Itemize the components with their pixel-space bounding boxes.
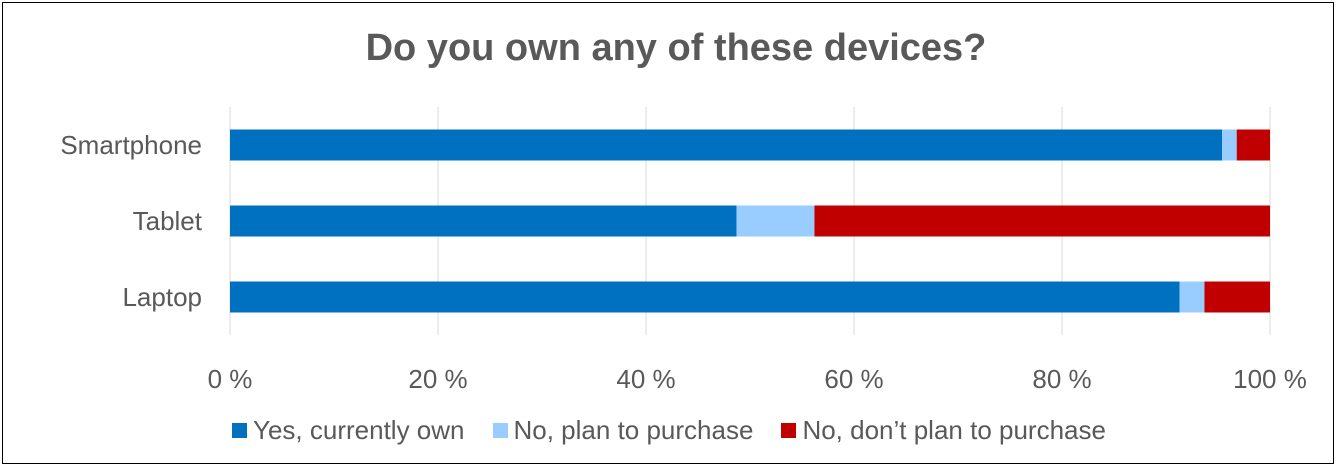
category-label: Laptop	[122, 282, 202, 312]
category-label: Smartphone	[60, 130, 202, 160]
legend-item: No, plan to purchase	[492, 414, 754, 446]
x-tick-label: 100 %	[1233, 364, 1307, 394]
bar-segment	[814, 205, 1270, 237]
bar-segment	[230, 129, 1223, 161]
bar-segment	[736, 205, 815, 237]
x-tick-label: 80 %	[1032, 364, 1091, 394]
bar-segment	[230, 281, 1180, 313]
legend-item: Yes, currently own	[232, 414, 465, 446]
x-tick-label: 60 %	[824, 364, 883, 394]
x-tick-label: 40 %	[616, 364, 675, 394]
bar-segment	[1204, 281, 1270, 313]
chart-plot: 0 % 20 % 40 % 60 % 80 % 100 % Smartphone Tablet…	[60, 107, 1307, 394]
x-tick-label: 20 %	[408, 364, 467, 394]
legend-swatch	[492, 422, 508, 438]
bar-segment	[1179, 281, 1205, 313]
legend-swatch	[781, 422, 797, 438]
x-tick-label: 0 %	[208, 364, 253, 394]
chart-title: Do you own any of these devices?	[365, 27, 987, 69]
legend-label: No, plan to purchase	[513, 414, 754, 445]
legend-swatch	[232, 422, 248, 438]
bar-segment	[230, 205, 737, 237]
legend: Yes, currently own No, plan to purchase No…	[0, 410, 1338, 450]
bar-segment	[1236, 129, 1270, 161]
legend-item: No, don’t plan to purchase	[781, 415, 1106, 446]
category-label: Tablet	[133, 206, 203, 236]
bar-segment	[1222, 129, 1237, 161]
legend-label: No, don’t plan to purchase	[802, 414, 1106, 445]
legend-label: Yes, currently own	[253, 414, 465, 445]
